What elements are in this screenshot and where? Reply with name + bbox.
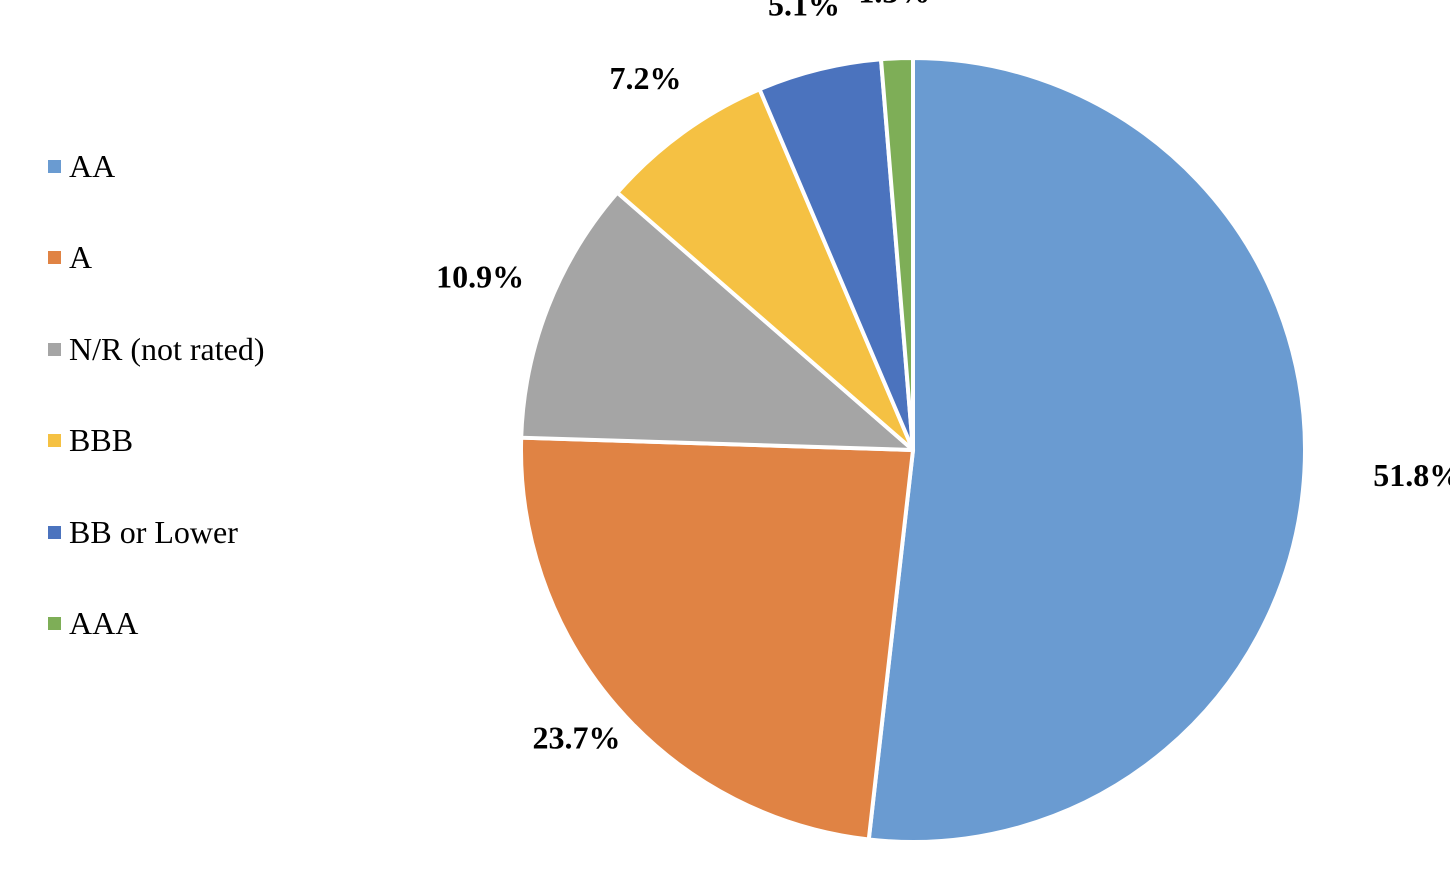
pie-data-label: 7.2% <box>610 60 682 96</box>
pie-slices <box>519 56 1307 844</box>
legend-label: BBB <box>69 422 134 458</box>
legend-label: N/R (not rated) <box>69 330 265 367</box>
pie-slice-aa <box>866 56 1307 844</box>
legend-swatch <box>48 617 61 630</box>
legend-item-a: A <box>48 232 265 284</box>
legend-label: AA <box>69 147 116 184</box>
legend-swatch <box>48 159 61 173</box>
legend-item-bb-or-lower: BB or Lower <box>48 506 265 558</box>
pie-slice-aaa <box>879 56 915 452</box>
pie-data-labels: 51.8% 23.7% 10.9% 7.2% 5.1% 1.3% <box>436 0 1450 755</box>
pie-data-label: 51.8% <box>1373 457 1450 493</box>
legend-swatch <box>48 251 61 264</box>
legend-swatch <box>48 434 61 447</box>
legend-label: A <box>69 239 93 275</box>
pie-slice-bbb <box>615 87 915 452</box>
pie-slice-a <box>519 435 915 842</box>
legend-label: BB or Lower <box>69 513 238 550</box>
pie-data-label: 5.1% <box>768 0 840 23</box>
pie-data-label: 23.7% <box>532 719 620 755</box>
pie-data-label: 1.3% <box>858 0 930 10</box>
legend-swatch <box>48 342 61 356</box>
legend-swatch <box>48 525 61 539</box>
legend-item-aaa: AAA <box>48 598 265 650</box>
legend-label: AAA <box>69 605 139 641</box>
legend: AA A N/R (not rated) BBB BB or Lower AAA <box>48 140 265 689</box>
pie-slice-n-r-not-rated <box>519 190 915 452</box>
legend-item-nr: N/R (not rated) <box>48 323 265 375</box>
legend-item-bbb: BBB <box>48 415 265 467</box>
legend-item-aa: AA <box>48 140 265 192</box>
pie-data-label: 10.9% <box>436 259 524 295</box>
